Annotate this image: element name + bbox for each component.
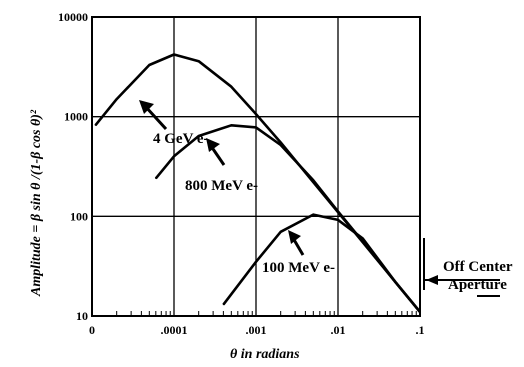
- x-tick-label: .01: [331, 323, 346, 337]
- x-tick-label: 0: [89, 323, 95, 337]
- series-point: [312, 214, 314, 216]
- tick-labels: 0 .0001 .001 .01 .1 10 100 1000 10000: [58, 10, 425, 337]
- annotations: 4 GeV e- 800 MeV e- 100 MeV e- Off Cente…: [139, 100, 513, 297]
- series-point: [394, 281, 396, 283]
- x-tick-label: .1: [416, 323, 425, 337]
- series-point: [230, 124, 232, 126]
- series-line: [154, 124, 422, 313]
- label-off-center: Off Center: [443, 259, 513, 275]
- arrow-800mev: [209, 145, 226, 166]
- series-point: [337, 210, 339, 213]
- series-point: [155, 177, 157, 180]
- series: [94, 53, 422, 313]
- series-point: [255, 261, 257, 263]
- x-tick-label: .001: [246, 323, 267, 337]
- series-point: [362, 240, 364, 243]
- y-tick-label: 10000: [58, 10, 88, 24]
- series-point: [198, 60, 200, 62]
- series-point: [230, 86, 232, 88]
- series-point: [116, 98, 118, 100]
- series-point: [337, 219, 339, 221]
- y-tick-label: 100: [70, 209, 88, 223]
- series-point: [312, 179, 314, 181]
- series-point: [362, 237, 364, 240]
- aperture-arrowhead: [426, 275, 438, 285]
- series-point: [198, 135, 200, 137]
- y-axis-label: Amplitude = β sin θ /(1-β cos θ)²: [29, 109, 44, 297]
- series-point: [255, 113, 257, 115]
- x-axis-label: θ in radians: [230, 347, 300, 362]
- series-point: [173, 53, 175, 56]
- grid: [91, 16, 421, 317]
- series-point: [222, 304, 224, 306]
- y-tick-label: 1000: [64, 110, 88, 124]
- series-point: [148, 64, 150, 66]
- series-point: [280, 144, 282, 146]
- arrowhead-800mev: [206, 138, 220, 152]
- series-point: [255, 126, 257, 129]
- label-4gev: 4 GeV e-: [153, 131, 209, 147]
- series-line: [222, 213, 422, 313]
- series-point: [419, 311, 421, 313]
- series-point: [173, 155, 175, 157]
- arrowhead-4gev: [139, 100, 154, 114]
- y-tick-label: 10: [76, 309, 88, 323]
- x-tick-label: .0001: [161, 323, 188, 337]
- series-point: [94, 124, 96, 126]
- label-800mev: 800 MeV e-: [185, 178, 258, 194]
- arrow-4gev: [143, 104, 168, 131]
- series-point: [280, 231, 282, 233]
- arrowhead-100mev: [288, 230, 301, 244]
- series-point: [280, 141, 282, 144]
- plot-frame: [91, 16, 421, 317]
- label-100mev: 100 MeV e-: [262, 260, 335, 276]
